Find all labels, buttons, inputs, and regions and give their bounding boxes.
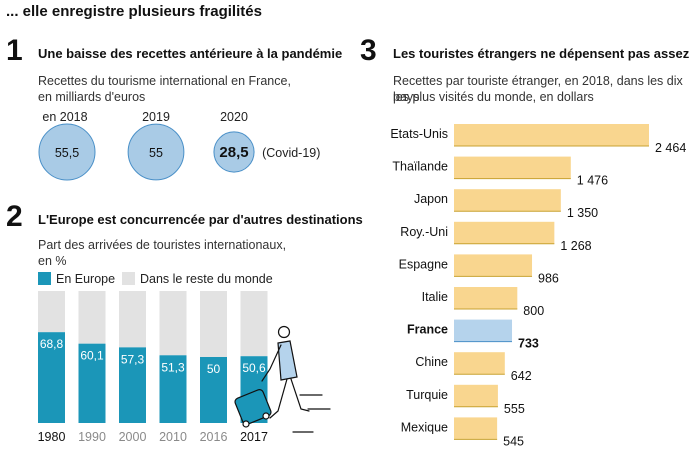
legend-rest-swatch	[122, 272, 135, 285]
country-value-label: 800	[523, 304, 544, 318]
bar-rest-world	[38, 291, 65, 333]
x-tick-label: 2010	[159, 430, 187, 444]
bar-europe	[78, 343, 106, 423]
country-label: Espagne	[399, 257, 448, 271]
country-bar	[454, 417, 498, 440]
country-label: Japon	[414, 192, 448, 206]
bubble-chart: en 2018 55,5 2019 55 2020 28,5 (Covid-19)	[38, 110, 320, 181]
country-value-label: 555	[504, 402, 525, 416]
page-header: ... elle enregistre plusieurs fragilités	[6, 3, 262, 20]
bubble-year-label: en 2018	[42, 110, 87, 124]
panel3-subtitle-2: les plus visités du monde, en dollars	[393, 90, 594, 104]
country-label: Italie	[422, 290, 448, 304]
bar-rest-world	[240, 291, 268, 357]
country-label: Thaïlande	[392, 160, 448, 174]
country-label: Etats-Unis	[390, 127, 448, 141]
country-label: Chine	[415, 355, 448, 369]
bubble	[38, 123, 96, 181]
panel2-subtitle-1: Part des arrivées de touristes internati…	[38, 238, 287, 252]
x-tick-label: 2017	[240, 430, 268, 444]
x-tick-label: 2016	[200, 430, 228, 444]
horizontal-bar-chart: Etats-Unis 2 464 Thaïlande 1 476 Japon 1 350 R…	[390, 124, 686, 448]
bubble	[213, 131, 255, 173]
bubble-year-label: 2020	[220, 110, 248, 124]
bar-europe	[159, 355, 187, 423]
country-bar	[454, 352, 505, 375]
bar-value-label: 57,3	[121, 352, 145, 366]
panel1-title: Une baisse des recettes antérieure à la …	[38, 46, 343, 61]
country-label: Roy.-Uni	[400, 225, 448, 239]
legend-rest: Dans le reste du monde	[122, 272, 273, 286]
country-bar	[454, 156, 571, 179]
country-value-label: 733	[518, 337, 539, 351]
country-bar	[454, 287, 518, 309]
bubble-value-label: 28,5	[219, 144, 248, 161]
bubble-value-label: 55	[149, 146, 163, 160]
bar-rest-world	[119, 291, 146, 348]
bar-value-label: 68,8	[40, 337, 64, 351]
bar-value-label: 50	[207, 362, 221, 376]
bar-europe	[38, 332, 65, 423]
country-value-label: 545	[503, 434, 524, 448]
bar-rest-world	[78, 291, 106, 344]
country-label: Turquie	[406, 388, 448, 402]
bubble-year-label: 2019	[142, 110, 170, 124]
x-tick-label: 2000	[119, 430, 147, 444]
country-label: France	[407, 323, 448, 337]
panel1-subtitle-2: en milliards d'euros	[38, 90, 146, 104]
country-value-label: 642	[511, 369, 532, 383]
country-value-label: 1 350	[567, 206, 598, 220]
bar-europe	[119, 347, 146, 423]
country-bar	[454, 124, 649, 146]
bar-value-label: 60,1	[80, 349, 104, 363]
x-tick-label: 1990	[78, 430, 106, 444]
panel1-number: 1	[6, 34, 23, 67]
country-value-label: 1 476	[577, 174, 608, 188]
bar-rest-world	[200, 291, 227, 357]
country-value-label: 986	[538, 271, 559, 285]
country-bar	[454, 384, 498, 407]
panel3-number: 3	[360, 34, 377, 67]
country-bar	[454, 254, 533, 277]
country-bar	[454, 319, 513, 342]
country-value-label: 2 464	[655, 141, 686, 155]
country-bar	[454, 221, 555, 244]
bar-value-label: 51,3	[161, 360, 185, 374]
bubble	[127, 123, 185, 181]
panel3-subtitle-1: Recettes par touriste étranger, en 2018,…	[393, 74, 683, 104]
stacked-bar-chart: 68,8 1980 60,1 1990 57,3 2000 51,3 2010 50 2016 50…	[38, 291, 331, 444]
country-label: Mexique	[401, 420, 448, 434]
bubble-value-label: 55,5	[55, 146, 79, 160]
panel2-number: 2	[6, 200, 23, 233]
bar-europe	[200, 357, 227, 423]
x-tick-label: 1980	[38, 430, 66, 444]
panel3-title: Les touristes étrangers ne dépensent pas…	[393, 46, 690, 61]
bubble-note: (Covid-19)	[262, 146, 320, 160]
bar-value-label: 50,6	[242, 361, 266, 375]
country-value-label: 1 268	[560, 239, 591, 253]
traveller-illustration	[234, 325, 331, 433]
legend-europe: En Europe	[38, 272, 115, 286]
panel2-subtitle-2: en %	[38, 254, 67, 268]
legend-rest-label: Dans le reste du monde	[140, 272, 273, 286]
legend-europe-swatch	[38, 272, 51, 285]
bar-rest-world	[159, 291, 187, 356]
country-bar	[454, 189, 561, 212]
panel1-subtitle-1: Recettes du tourisme international en Fr…	[38, 74, 291, 88]
panel2-title: L'Europe est concurrencée par d'autres d…	[38, 212, 363, 227]
legend-europe-label: En Europe	[56, 272, 116, 286]
